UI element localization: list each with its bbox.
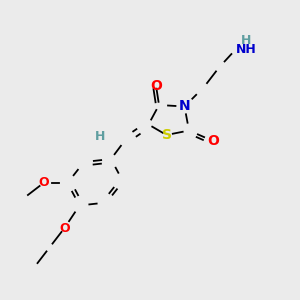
Text: NH: NH [236,43,256,56]
Text: O: O [150,79,162,92]
Text: O: O [38,176,49,190]
Text: H: H [241,34,251,47]
Text: O: O [207,134,219,148]
Text: N: N [179,100,190,113]
Text: S: S [161,128,172,142]
Text: H: H [95,130,106,143]
Text: O: O [59,221,70,235]
